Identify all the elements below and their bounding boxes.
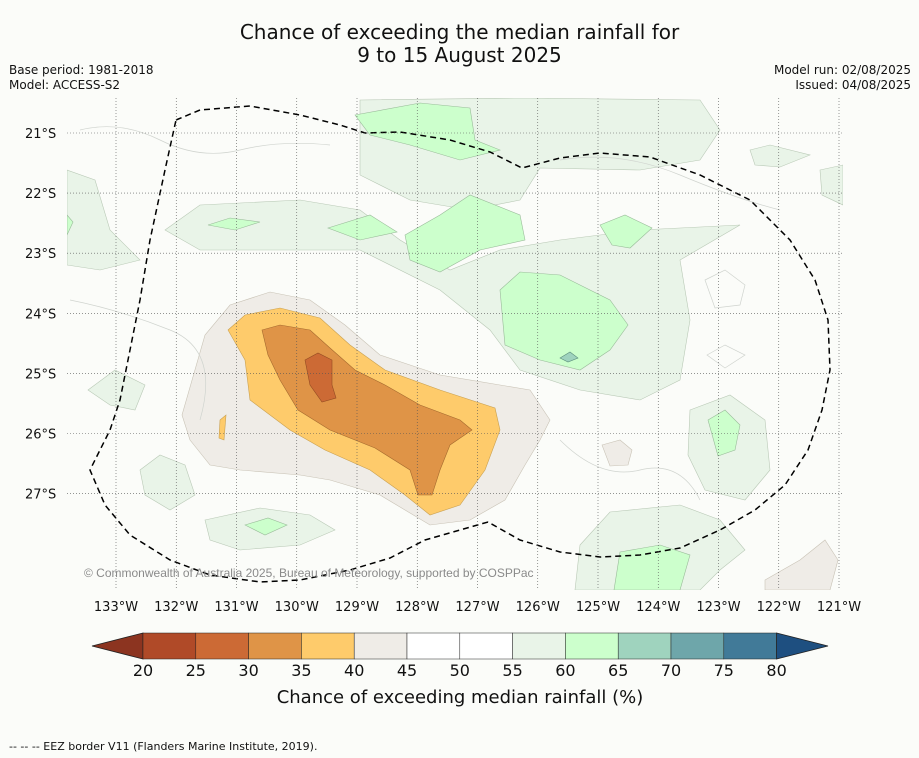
contour-line bbox=[559, 439, 701, 501]
y-tick-label: 24°S bbox=[25, 307, 56, 322]
x-tick-label: 122°W bbox=[757, 600, 801, 615]
colorbar-under-arrow bbox=[91, 632, 144, 660]
x-tick-label: 121°W bbox=[817, 600, 861, 615]
footnote-eez: -- -- -- EEZ border V11 (Flanders Marine… bbox=[9, 740, 318, 753]
colorbar-segment bbox=[353, 632, 408, 660]
x-tick-label: 129°W bbox=[335, 600, 379, 615]
model-name: Model: ACCESS-S2 bbox=[9, 78, 121, 92]
colorbar-segment bbox=[565, 632, 619, 660]
colorbar: 20 25 30 35 40 45 50 55 60 65 70 75 80 bbox=[91, 632, 829, 680]
x-tick-label: 126°W bbox=[516, 600, 560, 615]
colorbar-segment bbox=[512, 632, 566, 660]
band-60-65-se bbox=[613, 544, 691, 590]
band-60-65-south bbox=[244, 517, 288, 536]
chart-title-line1: Chance of exceeding the median rainfall … bbox=[239, 20, 680, 44]
band-60-65-central bbox=[499, 271, 629, 371]
x-tick-label: 130°W bbox=[275, 600, 319, 615]
rainfall-map: 133°W 132°W 131°W 130°W 129°W 128°W 127°W 126°W… bbox=[25, 98, 861, 708]
colorbar-tick-label: 60 bbox=[555, 661, 575, 680]
colorbar-segment bbox=[142, 632, 197, 660]
y-tick-label: 27°S bbox=[25, 488, 56, 503]
gridlines bbox=[67, 98, 843, 590]
x-tick-label: 133°W bbox=[94, 600, 138, 615]
y-tick-label: 26°S bbox=[25, 428, 56, 443]
chart-title-line2: 9 to 15 August 2025 bbox=[357, 43, 562, 67]
band-40-45-se bbox=[764, 539, 839, 590]
band-60-65-far-west bbox=[67, 214, 74, 236]
colorbar-tick-label: 35 bbox=[291, 661, 311, 680]
y-axis-ticks: 21°S 22°S 23°S 24°S 25°S 26°S 27°S bbox=[25, 127, 56, 503]
band-55-60-far-east bbox=[819, 164, 843, 206]
colorbar-segment bbox=[248, 632, 302, 660]
x-tick-label: 132°W bbox=[154, 600, 198, 615]
band-65-70 bbox=[559, 351, 579, 363]
colorbar-tick-label: 30 bbox=[238, 661, 258, 680]
colorbar-tick-label: 25 bbox=[186, 661, 206, 680]
eez-border bbox=[89, 105, 831, 583]
colorbar-tick-label: 55 bbox=[502, 661, 522, 680]
y-tick-label: 21°S bbox=[25, 127, 56, 142]
colorbar-segment bbox=[459, 632, 513, 660]
band-60-65-west bbox=[327, 214, 398, 241]
model-run: Model run: 02/08/2025 bbox=[773, 63, 911, 77]
colorbar-tick-label: 80 bbox=[766, 661, 786, 680]
band-60-65-east-2 bbox=[707, 409, 741, 457]
colorbar-segment bbox=[617, 632, 672, 660]
band-55-60-ne bbox=[749, 144, 811, 168]
colorbar-tick-label: 45 bbox=[397, 661, 417, 680]
colorbar-label: Chance of exceeding median rainfall (%) bbox=[277, 687, 644, 708]
band-60-65-north bbox=[354, 102, 501, 161]
x-tick-label: 128°W bbox=[395, 600, 439, 615]
band-60-65-west-2 bbox=[207, 217, 261, 231]
y-tick-label: 25°S bbox=[25, 367, 56, 382]
map-field bbox=[67, 98, 843, 590]
contour-line bbox=[69, 299, 207, 421]
x-tick-label: 123°W bbox=[696, 600, 740, 615]
colorbar-tick-label: 75 bbox=[714, 661, 734, 680]
colorbar-tick-label: 70 bbox=[661, 661, 681, 680]
contour-line bbox=[706, 344, 746, 369]
colorbar-segment bbox=[195, 632, 249, 660]
x-tick-label: 125°W bbox=[576, 600, 620, 615]
band-60-65-east bbox=[599, 214, 653, 249]
y-tick-label: 22°S bbox=[25, 187, 56, 202]
band-40-45-east bbox=[601, 439, 633, 467]
base-period: Base period: 1981-2018 bbox=[9, 63, 154, 77]
colorbar-tick-label: 20 bbox=[133, 661, 153, 680]
issued-date: Issued: 04/08/2025 bbox=[795, 78, 911, 92]
colorbar-tick-label: 65 bbox=[608, 661, 628, 680]
x-tick-label: 127°W bbox=[455, 600, 499, 615]
colorbar-segment bbox=[723, 632, 777, 660]
band-55-60-west bbox=[67, 169, 141, 271]
colorbar-tick-label: 40 bbox=[344, 661, 364, 680]
contour-line bbox=[79, 126, 331, 154]
colorbar-segment bbox=[670, 632, 725, 660]
colorbar-over-arrow bbox=[776, 632, 829, 660]
x-tick-label: 124°W bbox=[636, 600, 680, 615]
x-axis-ticks: 133°W 132°W 131°W 130°W 129°W 128°W 127°W 126°W… bbox=[94, 600, 861, 615]
band-25-30 bbox=[304, 352, 337, 403]
colorbar-tick-label: 50 bbox=[450, 661, 470, 680]
contour-line bbox=[559, 156, 781, 211]
band-55-60-sw bbox=[139, 454, 196, 511]
copyright-notice: © Commonwealth of Australia 2025, Bureau… bbox=[84, 566, 534, 580]
band-60-65-north-2 bbox=[404, 194, 526, 273]
band-55-60-west-2 bbox=[87, 369, 146, 411]
colorbar-segment bbox=[301, 632, 355, 660]
x-tick-label: 131°W bbox=[214, 600, 258, 615]
contour-line bbox=[704, 269, 746, 309]
y-tick-label: 23°S bbox=[25, 247, 56, 262]
colorbar-segment bbox=[406, 632, 461, 660]
